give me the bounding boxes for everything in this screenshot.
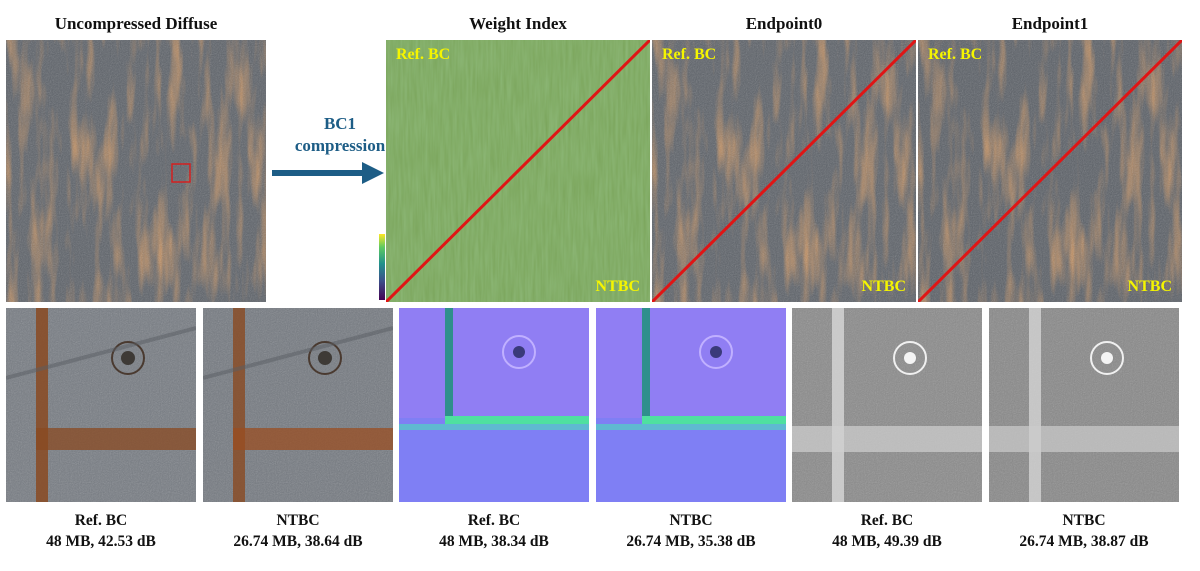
overlay-ntbc: NTBC	[861, 278, 906, 295]
crop-roughness-ntbc	[989, 308, 1179, 502]
caption-diffuse-ntbc: NTBC 26.74 MB, 38.64 dB	[200, 510, 396, 552]
caption-method: NTBC	[669, 512, 713, 529]
overlay-ref-bc: Ref. BC	[928, 46, 983, 63]
caption-stats: 48 MB, 42.53 dB	[46, 533, 156, 550]
endpoint1-map: Ref. BC NTBC	[918, 40, 1182, 302]
caption-roughness-ntbc: NTBC 26.74 MB, 38.87 dB	[986, 510, 1182, 552]
title-endpoint1: Endpoint1	[1011, 14, 1089, 33]
caption-stats: 48 MB, 38.34 dB	[439, 533, 549, 550]
overlay-ntbc: NTBC	[1127, 278, 1172, 295]
compression-arrow-icon	[272, 162, 384, 184]
crop-diffuse-ref-bc	[6, 308, 196, 502]
title-uncompressed-diffuse: Uncompressed Diffuse	[54, 14, 218, 33]
crop-normal-ntbc	[596, 308, 786, 502]
caption-roughness-ref-bc: Ref. BC 48 MB, 49.39 dB	[789, 510, 985, 552]
caption-stats: 26.74 MB, 38.87 dB	[1019, 533, 1149, 550]
endpoint0-map: Ref. BC NTBC	[652, 40, 916, 302]
crop-roughness-ref-bc	[792, 308, 982, 502]
compression-label: BC1 compression	[280, 113, 400, 157]
zoom-region-marker	[171, 163, 191, 183]
caption-method: Ref. BC	[74, 512, 128, 529]
caption-normal-ref-bc: Ref. BC 48 MB, 38.34 dB	[396, 510, 592, 552]
colorbar	[379, 234, 385, 300]
overlay-ntbc: NTBC	[595, 278, 640, 295]
caption-normal-ntbc: NTBC 26.74 MB, 35.38 dB	[593, 510, 789, 552]
caption-stats: 48 MB, 49.39 dB	[832, 533, 942, 550]
title-weight-index: Weight Index	[469, 14, 567, 33]
caption-diffuse-ref-bc: Ref. BC 48 MB, 42.53 dB	[3, 510, 199, 552]
caption-method: NTBC	[1062, 512, 1106, 529]
overlay-ref-bc: Ref. BC	[662, 46, 717, 63]
title-endpoint0: Endpoint0	[745, 14, 823, 33]
caption-method: Ref. BC	[860, 512, 914, 529]
compression-label-line2: compression	[294, 136, 386, 155]
weight-index-map: Ref. BC NTBC	[386, 40, 650, 302]
crop-diffuse-ntbc	[203, 308, 393, 502]
compression-label-line1: BC1	[323, 114, 357, 133]
overlay-ref-bc: Ref. BC	[396, 46, 451, 63]
uncompressed-diffuse-texture	[6, 40, 266, 302]
caption-stats: 26.74 MB, 35.38 dB	[626, 533, 756, 550]
caption-stats: 26.74 MB, 38.64 dB	[233, 533, 363, 550]
caption-method: Ref. BC	[467, 512, 521, 529]
crop-normal-ref-bc	[399, 308, 589, 502]
caption-method: NTBC	[276, 512, 320, 529]
